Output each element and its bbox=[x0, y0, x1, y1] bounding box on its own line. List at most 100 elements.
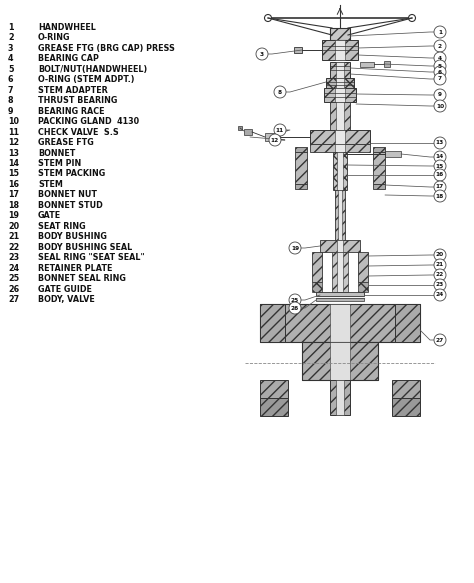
Text: 8: 8 bbox=[278, 90, 282, 94]
Text: 15: 15 bbox=[8, 170, 19, 178]
Bar bbox=[392, 398, 420, 416]
Bar bbox=[373, 152, 385, 184]
Circle shape bbox=[434, 89, 446, 101]
Bar bbox=[322, 40, 358, 60]
Text: 8: 8 bbox=[8, 96, 14, 105]
Circle shape bbox=[274, 86, 286, 98]
Bar bbox=[238, 126, 242, 130]
Circle shape bbox=[434, 289, 446, 301]
Circle shape bbox=[434, 249, 446, 261]
Bar bbox=[384, 61, 390, 67]
Bar bbox=[337, 152, 343, 190]
Text: 5: 5 bbox=[438, 64, 442, 68]
Text: BODY BUSHING: BODY BUSHING bbox=[38, 233, 107, 241]
Circle shape bbox=[289, 242, 301, 254]
Text: 23: 23 bbox=[8, 254, 19, 262]
Bar bbox=[330, 28, 350, 40]
Circle shape bbox=[434, 169, 446, 181]
Text: 6: 6 bbox=[8, 75, 13, 84]
Bar bbox=[295, 184, 307, 189]
Text: 11: 11 bbox=[8, 128, 19, 136]
Bar bbox=[385, 151, 401, 157]
Bar bbox=[336, 78, 344, 88]
Text: 25: 25 bbox=[291, 297, 299, 303]
Bar bbox=[260, 380, 288, 398]
Text: 27: 27 bbox=[8, 295, 19, 304]
Text: 10: 10 bbox=[8, 117, 19, 126]
Text: STEM: STEM bbox=[38, 180, 63, 189]
Text: 27: 27 bbox=[436, 338, 444, 342]
Bar bbox=[312, 252, 322, 282]
Text: 26: 26 bbox=[291, 305, 299, 311]
Text: GATE: GATE bbox=[38, 212, 61, 220]
Text: 5: 5 bbox=[8, 65, 13, 73]
Text: 13: 13 bbox=[8, 149, 19, 157]
Circle shape bbox=[434, 259, 446, 271]
Bar bbox=[330, 342, 350, 380]
Text: 4: 4 bbox=[438, 55, 442, 61]
Circle shape bbox=[274, 124, 286, 136]
Circle shape bbox=[434, 73, 446, 85]
Text: GATE GUIDE: GATE GUIDE bbox=[38, 285, 92, 294]
Text: 23: 23 bbox=[436, 283, 444, 287]
Bar bbox=[320, 240, 360, 252]
Text: 3: 3 bbox=[260, 51, 264, 57]
Text: 15: 15 bbox=[436, 163, 444, 168]
Text: 10: 10 bbox=[436, 104, 444, 108]
Text: 14: 14 bbox=[436, 154, 444, 160]
Circle shape bbox=[434, 52, 446, 64]
Text: BONNET STUD: BONNET STUD bbox=[38, 201, 103, 210]
Text: BONNET SEAL RING: BONNET SEAL RING bbox=[38, 274, 126, 283]
Circle shape bbox=[434, 26, 446, 38]
Bar bbox=[358, 252, 368, 282]
Text: GREASE FTG (BRG CAP) PRESS: GREASE FTG (BRG CAP) PRESS bbox=[38, 44, 175, 52]
Text: 20: 20 bbox=[436, 252, 444, 258]
Text: 2: 2 bbox=[8, 33, 14, 42]
Text: 9: 9 bbox=[438, 93, 442, 97]
Circle shape bbox=[264, 15, 272, 22]
Circle shape bbox=[434, 269, 446, 281]
Text: O-RING (STEM ADPT.): O-RING (STEM ADPT.) bbox=[38, 75, 135, 84]
Text: STEM PIN: STEM PIN bbox=[38, 159, 81, 168]
Text: BEARING RACE: BEARING RACE bbox=[38, 107, 104, 115]
Circle shape bbox=[434, 137, 446, 149]
Text: 1: 1 bbox=[438, 30, 442, 34]
Text: 18: 18 bbox=[8, 201, 19, 210]
Text: 11: 11 bbox=[276, 128, 284, 132]
Text: 26: 26 bbox=[8, 285, 19, 294]
Text: GREASE FTG: GREASE FTG bbox=[38, 138, 94, 147]
Text: 21: 21 bbox=[8, 233, 19, 241]
Bar bbox=[333, 152, 347, 190]
Text: SEAL RING "SEAT SEAL": SEAL RING "SEAT SEAL" bbox=[38, 254, 145, 262]
Circle shape bbox=[434, 279, 446, 291]
Circle shape bbox=[289, 294, 301, 306]
Circle shape bbox=[434, 60, 446, 72]
Circle shape bbox=[434, 190, 446, 202]
Bar bbox=[330, 304, 350, 342]
Text: 17: 17 bbox=[8, 191, 19, 199]
Text: 12: 12 bbox=[271, 138, 279, 142]
Text: 13: 13 bbox=[436, 141, 444, 146]
Circle shape bbox=[434, 66, 446, 78]
Text: 7: 7 bbox=[438, 76, 442, 82]
Bar bbox=[330, 102, 350, 130]
Circle shape bbox=[434, 151, 446, 163]
Text: THRUST BEARING: THRUST BEARING bbox=[38, 96, 118, 105]
Bar bbox=[373, 184, 385, 189]
Circle shape bbox=[434, 40, 446, 52]
Bar bbox=[302, 342, 378, 380]
Bar bbox=[335, 144, 345, 152]
Text: SEAT RING: SEAT RING bbox=[38, 222, 86, 231]
Bar bbox=[338, 190, 342, 240]
Text: 18: 18 bbox=[436, 194, 444, 198]
Bar bbox=[295, 147, 307, 152]
Text: 20: 20 bbox=[8, 222, 19, 231]
Text: HANDWHEEL: HANDWHEEL bbox=[38, 23, 96, 31]
Text: 14: 14 bbox=[8, 159, 19, 168]
Bar bbox=[330, 62, 350, 78]
Bar bbox=[265, 133, 280, 141]
Text: RETAINER PLATE: RETAINER PLATE bbox=[38, 264, 112, 273]
Bar bbox=[337, 240, 343, 252]
Circle shape bbox=[289, 302, 301, 314]
Text: 19: 19 bbox=[291, 245, 299, 251]
